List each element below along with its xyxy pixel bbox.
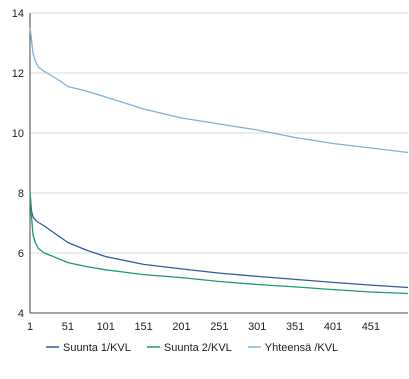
y-tick-label-6: 6 (18, 248, 24, 260)
series-line-2 (29, 189, 409, 295)
x-tick-label-151: 151 (134, 321, 152, 333)
y-tick-label-14: 14 (12, 8, 24, 20)
series-lines (29, 27, 409, 295)
x-tick-label-101: 101 (97, 321, 115, 333)
series-line-1 (29, 192, 409, 289)
legend-label-2: Suunta 2/KVL (164, 342, 232, 354)
y-tick-label-12: 12 (12, 68, 24, 80)
x-tick-label-451: 451 (362, 321, 380, 333)
x-tick-label-251: 251 (210, 321, 228, 333)
y-tick-label-10: 10 (12, 128, 24, 140)
x-tick-label-1: 1 (27, 321, 33, 333)
x-tick-label-51: 51 (62, 321, 74, 333)
y-tick-labels: 4 6 8 10 12 14 (12, 8, 24, 320)
legend-label-3: Yhteensä /KVL (265, 342, 338, 354)
x-tick-label-201: 201 (172, 321, 190, 333)
x-tick-labels: 1 51 101 151 201 251 301 351 401 451 (27, 321, 380, 333)
x-tick-label-301: 301 (248, 321, 266, 333)
legend-label-1: Suunta 1/KVL (63, 342, 131, 354)
legend: Suunta 1/KVL Suunta 2/KVL Yhteensä /KVL (46, 342, 338, 354)
x-tick-label-401: 401 (324, 321, 342, 333)
gridlines (30, 12, 408, 254)
x-tick-label-351: 351 (286, 321, 304, 333)
series-line-3 (29, 27, 409, 154)
y-tick-label-8: 8 (18, 188, 24, 200)
y-tick-label-4: 4 (18, 308, 24, 320)
axes (29, 13, 408, 314)
